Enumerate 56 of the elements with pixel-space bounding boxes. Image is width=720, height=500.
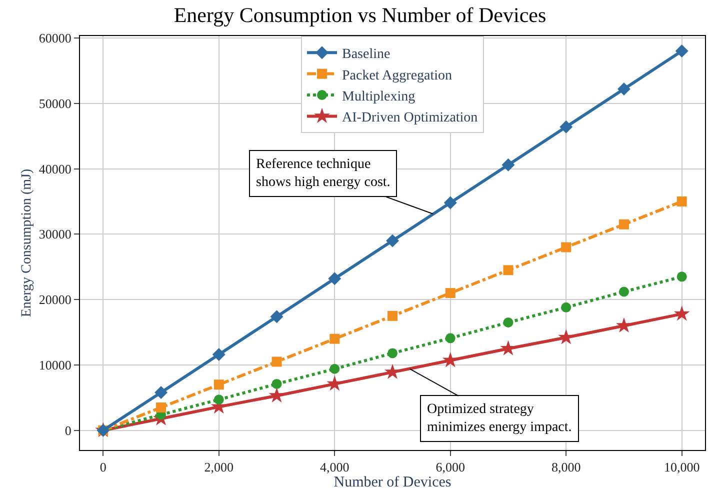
point	[272, 356, 282, 367]
x-tick-label: 8,000	[551, 460, 581, 475]
point	[328, 272, 342, 286]
legend-label: AI-Driven Optimization	[342, 110, 478, 126]
point	[330, 364, 340, 374]
point	[156, 402, 166, 412]
point	[330, 334, 340, 344]
y-axis-title: Energy Consumption (mJ)	[20, 168, 34, 318]
point	[561, 302, 572, 312]
point	[214, 380, 224, 390]
y-tick-label: 30000	[38, 226, 72, 242]
point	[442, 352, 458, 368]
point	[386, 234, 399, 248]
point	[503, 317, 514, 328]
point	[270, 310, 284, 324]
point	[388, 310, 398, 321]
y-tick-label: 0	[64, 422, 72, 438]
annotation: Reference technique shows high energy cost.	[256, 157, 390, 190]
point	[154, 386, 168, 399]
x-axis-title: Number of Devices	[334, 474, 452, 491]
y-tick-label: 10000	[38, 358, 72, 373]
point	[445, 288, 456, 298]
legend-label: Packet Aggregation	[342, 68, 452, 84]
x-tick-label: 4,000	[320, 460, 350, 475]
chart-title: Energy Consumption vs Number of Devices	[174, 3, 546, 28]
point	[676, 272, 687, 282]
point	[272, 378, 282, 389]
legend-label: Multiplexing	[342, 89, 416, 104]
point	[212, 348, 226, 362]
x-tick-label: 0	[100, 460, 106, 475]
annotation: Optimized strategy minimizes energy impact.	[427, 402, 572, 436]
y-tick-label: 40000	[38, 161, 72, 176]
point	[560, 120, 573, 134]
point	[561, 242, 572, 252]
point	[618, 286, 629, 297]
point	[326, 376, 343, 391]
y-tick-label: 20000	[38, 292, 72, 308]
point	[616, 317, 632, 333]
point	[558, 329, 574, 344]
y-tick-label: 50000	[38, 96, 72, 111]
y-tick-label: 60000	[38, 30, 72, 46]
point	[502, 158, 515, 172]
point	[675, 44, 688, 58]
legend-label: Baseline	[342, 47, 390, 62]
x-tick-label: 10,000	[664, 460, 700, 475]
point	[214, 394, 224, 405]
point	[445, 333, 456, 344]
point	[388, 348, 398, 358]
point	[676, 196, 687, 206]
point	[503, 265, 514, 276]
x-tick-label: 6,000	[436, 460, 465, 475]
point	[444, 196, 457, 210]
point	[618, 219, 629, 230]
point	[674, 306, 690, 321]
point	[617, 82, 630, 96]
x-tick-label: 2,000	[204, 460, 234, 475]
